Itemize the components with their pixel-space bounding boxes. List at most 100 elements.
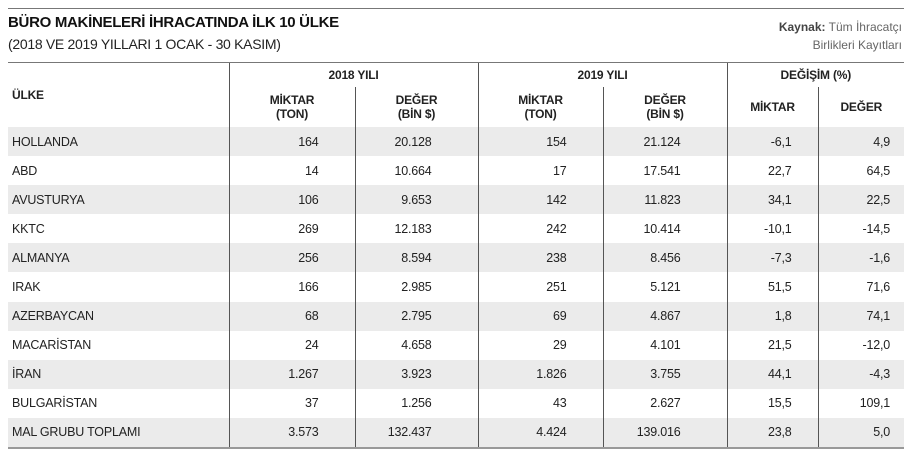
cell-deger-2018: 3.923 bbox=[354, 359, 479, 389]
table-row: IRAK 166 2.985 251 5.121 51,5 71,6 bbox=[8, 272, 905, 302]
cell-change-miktar: -6,1 bbox=[726, 127, 819, 157]
cell-change-deger: 5,0 bbox=[817, 417, 905, 448]
cell-country: ALMANYA bbox=[12, 250, 70, 265]
cell-miktar-2019: 154 bbox=[477, 127, 604, 157]
cell-country: MAL GRUBU TOPLAMI bbox=[12, 425, 141, 440]
cell-miktar-2019: 142 bbox=[477, 185, 604, 215]
top-rule bbox=[8, 8, 904, 9]
cell-change-deger: 74,1 bbox=[817, 301, 905, 331]
header-2019-miktar: MİKTAR (TON) bbox=[477, 87, 604, 127]
header-rule bbox=[8, 62, 904, 63]
cell-deger-2019: 8.456 bbox=[602, 243, 728, 273]
header-country: ÜLKE bbox=[12, 88, 44, 102]
header-2018-deger: DEĞER (BİN $) bbox=[354, 87, 479, 127]
cell-miktar-2018: 164 bbox=[228, 127, 355, 157]
table-row: BULGARİSTAN 37 1.256 43 2.627 15,5 109,1 bbox=[8, 388, 905, 418]
table-row: MACARİSTAN 24 4.658 29 4.101 21,5 -12,0 bbox=[8, 330, 905, 360]
cell-deger-2018: 12.183 bbox=[354, 214, 479, 244]
cell-deger-2018: 1.256 bbox=[354, 388, 479, 418]
cell-deger-2018: 20.128 bbox=[354, 127, 479, 157]
cell-change-miktar: 44,1 bbox=[726, 359, 819, 389]
table-row: KKTC 269 12.183 242 10.414 -10,1 -14,5 bbox=[8, 214, 905, 244]
cell-change-miktar: -7,3 bbox=[726, 243, 819, 273]
cell-country: İRAN bbox=[12, 367, 42, 382]
table-row: AZERBAYCAN 68 2.795 69 4.867 1,8 74,1 bbox=[8, 301, 905, 331]
cell-change-deger: -1,6 bbox=[817, 243, 905, 273]
source-label: Kaynak: bbox=[778, 20, 826, 34]
cell-change-miktar: 21,5 bbox=[726, 330, 819, 360]
cell-country: HOLLANDA bbox=[12, 134, 78, 149]
cell-miktar-2018: 68 bbox=[228, 301, 355, 331]
cell-miktar-2019: 4.424 bbox=[477, 417, 604, 448]
cell-deger-2019: 10.414 bbox=[602, 214, 728, 244]
cell-change-deger: -4,3 bbox=[817, 359, 905, 389]
cell-deger-2019: 4.101 bbox=[602, 330, 728, 360]
cell-miktar-2019: 69 bbox=[477, 301, 604, 331]
header-change-deger: DEĞER bbox=[817, 87, 905, 127]
cell-miktar-2019: 43 bbox=[477, 388, 604, 418]
cell-miktar-2018: 3.573 bbox=[228, 417, 355, 448]
cell-country: IRAK bbox=[12, 280, 41, 295]
cell-miktar-2018: 269 bbox=[228, 214, 355, 244]
cell-deger-2019: 4.867 bbox=[602, 301, 728, 331]
cell-miktar-2019: 1.826 bbox=[477, 359, 604, 389]
cell-country: ABD bbox=[12, 163, 38, 178]
cell-change-deger: -12,0 bbox=[817, 330, 905, 360]
table-row: İRAN 1.267 3.923 1.826 3.755 44,1 -4,3 bbox=[8, 359, 905, 389]
cell-change-deger: 109,1 bbox=[817, 388, 905, 418]
cell-deger-2018: 132.437 bbox=[354, 417, 479, 448]
table-row: AVUSTURYA 106 9.653 142 11.823 34,1 22,5 bbox=[8, 185, 905, 215]
cell-country: MACARİSTAN bbox=[12, 338, 92, 353]
table-row: HOLLANDA 164 20.128 154 21.124 -6,1 4,9 bbox=[8, 127, 905, 157]
cell-country: AZERBAYCAN bbox=[12, 309, 94, 324]
cell-miktar-2018: 37 bbox=[228, 388, 355, 418]
header-2019-deger: DEĞER (BİN $) bbox=[602, 87, 728, 127]
table-subtitle: (2018 VE 2019 YILLARI 1 OCAK - 30 KASIM) bbox=[8, 36, 281, 52]
header-2019: 2019 YILI bbox=[477, 63, 728, 87]
cell-deger-2018: 10.664 bbox=[354, 156, 479, 186]
cell-miktar-2019: 242 bbox=[477, 214, 604, 244]
cell-change-miktar: 34,1 bbox=[726, 185, 819, 215]
cell-deger-2018: 2.795 bbox=[354, 301, 479, 331]
table-row: ALMANYA 256 8.594 238 8.456 -7,3 -1,6 bbox=[8, 243, 905, 273]
cell-change-miktar: 1,8 bbox=[726, 301, 819, 331]
cell-deger-2019: 21.124 bbox=[602, 127, 728, 157]
cell-change-deger: 71,6 bbox=[817, 272, 905, 302]
cell-miktar-2019: 17 bbox=[477, 156, 604, 186]
cell-deger-2019: 11.823 bbox=[602, 185, 728, 215]
cell-deger-2018: 8.594 bbox=[354, 243, 479, 273]
cell-change-miktar: 15,5 bbox=[726, 388, 819, 418]
header-2018-miktar: MİKTAR (TON) bbox=[228, 87, 355, 127]
cell-deger-2019: 2.627 bbox=[602, 388, 728, 418]
table-row: MAL GRUBU TOPLAMI 3.573 132.437 4.424 139.01… bbox=[8, 417, 905, 448]
export-table: ÜLKE 2018 YILI 2019 YILI DEĞİŞİM (%) MİK… bbox=[8, 63, 905, 448]
cell-miktar-2018: 1.267 bbox=[228, 359, 355, 389]
cell-country: AVUSTURYA bbox=[12, 192, 85, 207]
cell-miktar-2019: 238 bbox=[477, 243, 604, 273]
cell-change-miktar: 22,7 bbox=[726, 156, 819, 186]
cell-country: BULGARİSTAN bbox=[12, 396, 98, 411]
header-2018: 2018 YILI bbox=[228, 63, 479, 87]
cell-deger-2018: 4.658 bbox=[354, 330, 479, 360]
bottom-rule bbox=[8, 447, 904, 449]
cell-miktar-2019: 251 bbox=[477, 272, 604, 302]
cell-miktar-2018: 14 bbox=[228, 156, 355, 186]
cell-country: KKTC bbox=[12, 221, 45, 236]
cell-miktar-2018: 166 bbox=[228, 272, 355, 302]
cell-miktar-2018: 24 bbox=[228, 330, 355, 360]
cell-change-deger: 22,5 bbox=[817, 185, 905, 215]
cell-deger-2019: 5.121 bbox=[602, 272, 728, 302]
cell-deger-2018: 9.653 bbox=[354, 185, 479, 215]
cell-change-deger: 64,5 bbox=[817, 156, 905, 186]
cell-deger-2019: 139.016 bbox=[602, 417, 728, 448]
source-note: Kaynak: Tüm İhracatçı Birlikleri Kayıtla… bbox=[779, 18, 902, 54]
cell-deger-2019: 3.755 bbox=[602, 359, 728, 389]
cell-change-miktar: -10,1 bbox=[726, 214, 819, 244]
source-line2: Birlikleri Kayıtları bbox=[812, 38, 902, 52]
cell-change-miktar: 51,5 bbox=[726, 272, 819, 302]
header-change-miktar: MİKTAR bbox=[726, 87, 819, 127]
cell-change-deger: -14,5 bbox=[817, 214, 905, 244]
cell-change-miktar: 23,8 bbox=[726, 417, 819, 448]
cell-deger-2018: 2.985 bbox=[354, 272, 479, 302]
cell-miktar-2018: 256 bbox=[228, 243, 355, 273]
